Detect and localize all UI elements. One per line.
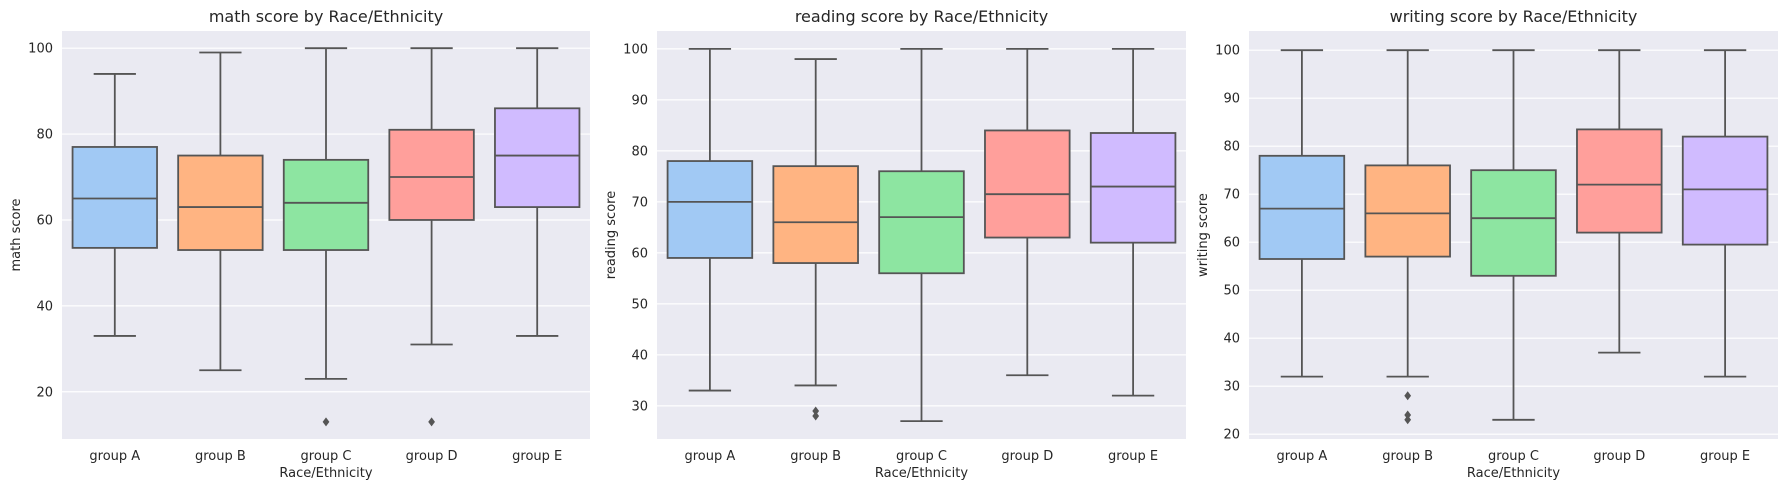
box-group-D — [984, 47, 1071, 377]
y-tick-label: 30 — [1223, 380, 1240, 395]
box-group-E — [1681, 49, 1769, 378]
box-body — [71, 146, 158, 249]
chart-title: writing score by Race/Ethnicity — [1390, 7, 1638, 26]
box-body — [666, 160, 754, 259]
outlier-point — [812, 406, 820, 416]
x-tick-label: group E — [1108, 449, 1158, 464]
outlier-point — [1404, 415, 1412, 425]
y-tick-label: 80 — [36, 128, 53, 143]
box-group-B — [1364, 49, 1451, 425]
y-tick-label: 60 — [1223, 236, 1240, 251]
y-tick-label: 60 — [36, 213, 53, 228]
outlier-point — [1404, 391, 1412, 401]
y-tick-label: 100 — [28, 42, 53, 57]
y-tick-label: 80 — [631, 144, 648, 159]
y-tick-label: 50 — [1223, 284, 1240, 299]
outlier-point — [428, 417, 435, 427]
box-group-D — [388, 47, 475, 427]
box-body — [772, 165, 859, 264]
box-group-C — [1470, 49, 1557, 421]
y-tick-label: 20 — [36, 385, 53, 400]
y-tick-label: 40 — [1223, 332, 1240, 347]
box-body — [1470, 169, 1557, 277]
chart-panel-3: 20 30 40 50 60 70 80 90 100 group A group B group C… — [1196, 7, 1778, 481]
y-tick-label: 30 — [631, 399, 648, 414]
outlier-point — [322, 417, 330, 427]
x-tick-label: group B — [1382, 449, 1433, 464]
chart-panel-1: 20 40 60 80 100 group A group B group C group D g… — [9, 7, 590, 481]
y-tick-label: 40 — [631, 348, 648, 363]
box-body — [282, 158, 370, 251]
x-tick-label: group C — [1488, 449, 1539, 464]
chart-panel-2: 30 40 50 60 70 80 90 100 group A group B group C gr… — [604, 7, 1186, 481]
x-tick-label: group E — [1700, 449, 1750, 464]
x-tick-label: group D — [1593, 449, 1645, 464]
y-tick-label: 90 — [631, 93, 648, 108]
y-tick-label: 50 — [631, 297, 648, 312]
outlier-point — [812, 411, 820, 421]
x-tick-label: group A — [685, 449, 736, 464]
x-tick-label: group C — [896, 449, 947, 464]
box-group-C — [878, 47, 965, 423]
outlier-point — [1404, 410, 1412, 420]
x-axis-label: Race/Ethnicity — [875, 466, 968, 481]
x-tick-label: group A — [1277, 449, 1328, 464]
chart-title: reading score by Race/Ethnicity — [795, 7, 1048, 26]
x-axis-label: Race/Ethnicity — [279, 466, 372, 481]
y-tick-label: 70 — [1223, 188, 1240, 203]
box-group-A — [1258, 49, 1346, 378]
y-tick-label: 60 — [631, 246, 648, 261]
y-tick-label: 80 — [1223, 140, 1240, 155]
box-body — [1364, 164, 1451, 258]
x-tick-label: group E — [512, 449, 562, 464]
box-group-E — [494, 47, 581, 337]
box-body — [1089, 132, 1177, 244]
box-group-E — [1089, 47, 1177, 397]
y-tick-label: 100 — [1215, 44, 1240, 59]
x-tick-label: group D — [1001, 449, 1053, 464]
x-tick-label: group B — [790, 449, 841, 464]
box-body — [878, 170, 965, 275]
y-tick-label: 20 — [1223, 428, 1240, 443]
box-body — [494, 107, 581, 208]
box-body — [1576, 128, 1663, 234]
box-group-B — [772, 58, 859, 421]
x-tick-label: group A — [89, 449, 140, 464]
box-group-D — [1576, 49, 1663, 354]
y-tick-label: 40 — [36, 299, 53, 314]
y-tick-label: 70 — [631, 195, 648, 210]
box-group-C — [282, 47, 370, 427]
x-axis-label: Race/Ethnicity — [1467, 466, 1560, 481]
box-body — [1681, 135, 1769, 246]
chart-title: math score by Race/Ethnicity — [209, 7, 443, 26]
y-tick-label: 100 — [623, 42, 648, 57]
box-group-A — [666, 47, 754, 392]
x-tick-label: group C — [301, 449, 352, 464]
y-axis-label: writing score — [1196, 193, 1211, 277]
x-tick-label: group B — [195, 449, 246, 464]
box-body — [177, 154, 264, 251]
x-tick-label: group D — [406, 449, 458, 464]
y-tick-label: 90 — [1223, 92, 1240, 107]
y-axis-label: math score — [9, 198, 24, 271]
y-axis-label: reading score — [604, 191, 619, 279]
box-group-A — [71, 73, 158, 337]
box-body — [1258, 154, 1346, 260]
box-body — [388, 128, 475, 221]
box-group-B — [177, 51, 264, 372]
box-body — [984, 129, 1071, 239]
